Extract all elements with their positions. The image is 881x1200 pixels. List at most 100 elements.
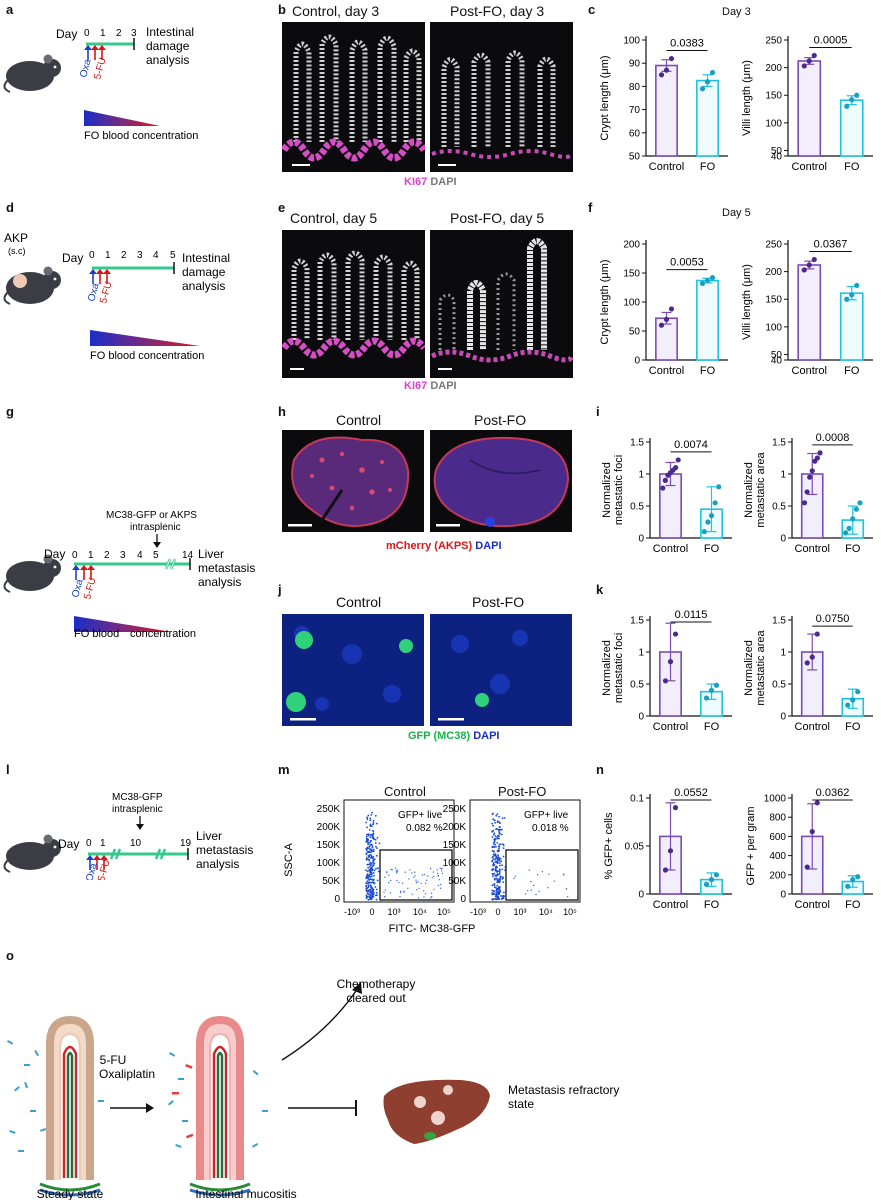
flow-event [365,888,368,890]
data-point [672,631,679,637]
flow-event [367,881,370,884]
data-point [855,689,861,695]
day-1: 1 [88,550,94,561]
flow-event [369,898,371,901]
injection-arrow [136,816,144,830]
x-tick-label: FO [845,899,861,911]
y-tick-label: 0 [638,890,644,901]
flow-event [496,890,499,893]
day-word: Day [56,27,77,41]
chart-i-foci: 0 0.5 1 1.5 Normalized metastatic foci Control… [601,438,732,555]
liver-section-image [288,436,410,527]
chart-n-pergram: 0 200 400 600 800 1000 GFP + per gram Control FO… [745,787,873,911]
gfp-metastasis [475,693,489,707]
data-point [811,256,817,263]
injection-line-2: intrasplenic [130,522,181,533]
data-point [804,660,810,666]
y-tick-label: 1.5 [772,616,786,627]
flow-event-gated [404,871,406,873]
y-axis-label: metastatic foci [613,455,625,525]
flow-event [494,869,497,871]
flow-event [498,877,501,880]
y-tick-label: 0.5 [630,502,644,513]
flow-event [499,875,502,878]
flow-event [365,841,367,843]
data-point [809,829,815,835]
day-3: 3 [137,250,143,261]
m-left-title: Control [384,784,426,799]
flow-event [493,846,496,848]
flow-event [500,833,503,836]
data-point [663,67,670,73]
flow-event [365,885,368,888]
mouse-icon [3,834,61,873]
day-3: 3 [120,550,126,561]
flow-event [368,893,370,896]
fo-concentration-wedge [74,616,172,632]
flow-event [366,818,369,821]
fo-concentration-wedge [90,330,200,346]
flow-event [496,821,499,824]
data-point [712,500,718,506]
akp-label: AKP [4,231,28,245]
y-axis-label: % GFP+ cells [603,812,615,879]
flow-event-gated [541,871,544,873]
fu-arrow [80,565,95,580]
svg-text:150K: 150K [317,840,341,851]
flow-event [369,864,372,867]
p-value: 0.0008 [816,432,850,444]
panel-letter-o: o [6,948,14,963]
x-tick-label: FO [845,543,861,555]
y-tick-label: 1.5 [772,438,786,449]
data-point [850,877,856,883]
flow-event [372,888,375,891]
flow-event [367,876,370,878]
flow-event [501,868,504,871]
flow-event-gated [430,897,432,899]
y-tick-label: 0.5 [630,680,644,691]
data-point [845,702,851,708]
svg-text:200K: 200K [317,822,341,833]
flow-event [368,868,371,871]
data-point [809,468,815,474]
e-stain-caption: KI67 DAPI [404,380,457,392]
data-point [704,79,711,85]
data-point [853,506,859,512]
panel-letter-j: j [278,582,282,597]
flow-event-gated [441,867,443,870]
flow-event [493,883,496,885]
flow-event [365,852,368,854]
flow-event [373,862,376,865]
flow-event [375,898,378,901]
liver-section-image [430,614,572,726]
flow-event [372,864,375,867]
data-point [658,322,665,328]
flow-event [376,836,379,839]
data-point [658,72,665,78]
panel-letter-i: i [596,404,600,419]
p-value: 0.0362 [816,787,850,799]
flow-event [368,847,370,850]
b-stain-caption: KI67 DAPI [404,176,457,188]
flow-event-gated [408,878,410,880]
oxa-label: Oxa [70,578,85,599]
flow-event [372,872,375,874]
flow-event [366,847,369,850]
data-point [801,63,807,69]
data-point [850,697,856,703]
flow-event [371,890,373,893]
flow-event [367,843,369,846]
fu-arrow [96,269,111,284]
flow-event [370,849,372,851]
flow-event [491,856,494,859]
flow-event-gated [514,875,516,877]
flow-event-gated [528,869,530,871]
svg-text:50K: 50K [322,876,340,887]
endpoint-line-2: damage [146,39,190,53]
flow-event [494,843,496,846]
data-point [668,55,675,62]
flow-event [491,893,494,896]
flow-event [491,830,493,833]
day-0: 0 [86,838,92,849]
flow-event-gated [407,887,409,889]
